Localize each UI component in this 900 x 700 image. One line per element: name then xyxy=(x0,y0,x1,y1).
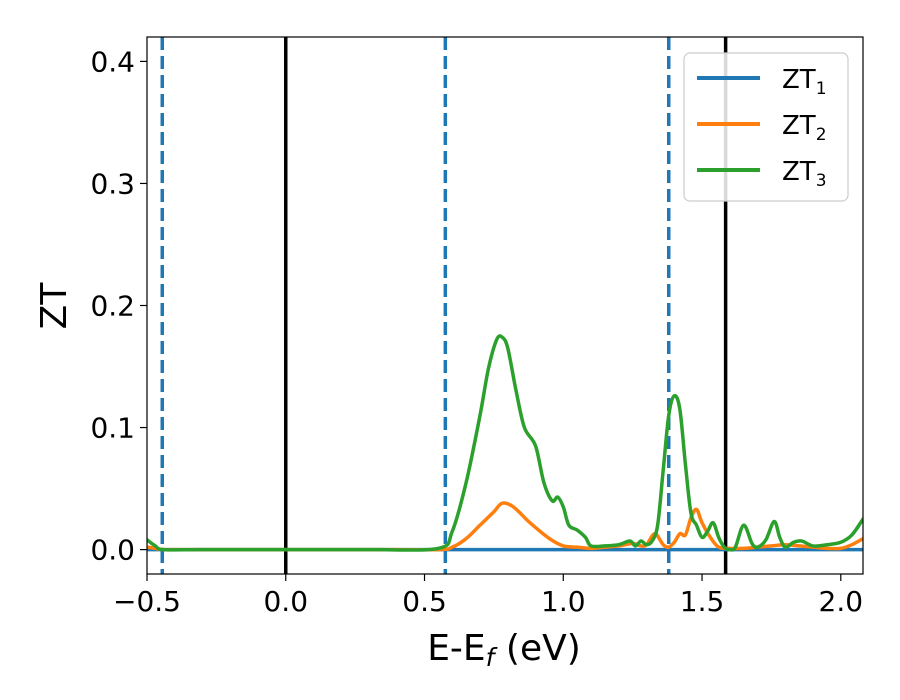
x-axis-label-unit: (eV) xyxy=(494,628,580,669)
x-tick-label: 0.0 xyxy=(263,585,308,618)
y-tick-label: 0.2 xyxy=(90,290,135,323)
y-tick-label: 0.0 xyxy=(90,534,135,567)
y-tick-label: 0.3 xyxy=(90,167,135,200)
y-axis-label: ZT xyxy=(34,282,75,330)
ticks-layer: −0.5 0.0 0.5 1.0 1.5 2.0 0.0 0.1 0.2 0.3 0.4 xyxy=(90,45,863,618)
x-tick-label: 2.0 xyxy=(819,585,864,618)
x-axis-label-main: E-E xyxy=(427,628,485,669)
x-tick-label: 1.5 xyxy=(680,585,725,618)
x-tick-label: 0.5 xyxy=(402,585,447,618)
legend-box xyxy=(683,52,849,202)
y-tick-label: 0.1 xyxy=(90,412,135,445)
x-tick-label: −0.5 xyxy=(113,585,181,618)
legend-label-zt2: ZT2 xyxy=(782,111,827,145)
x-tick-label: 1.0 xyxy=(541,585,586,618)
y-tick-label: 0.4 xyxy=(90,45,135,78)
x-axis-label: E-Ef (eV) xyxy=(427,628,581,672)
legend-label-zt3: ZT3 xyxy=(782,157,827,191)
series-line-zt3 xyxy=(147,334,863,552)
legend: ZT1 ZT2 ZT3 xyxy=(683,52,849,202)
legend-label-zt1: ZT1 xyxy=(782,65,827,99)
